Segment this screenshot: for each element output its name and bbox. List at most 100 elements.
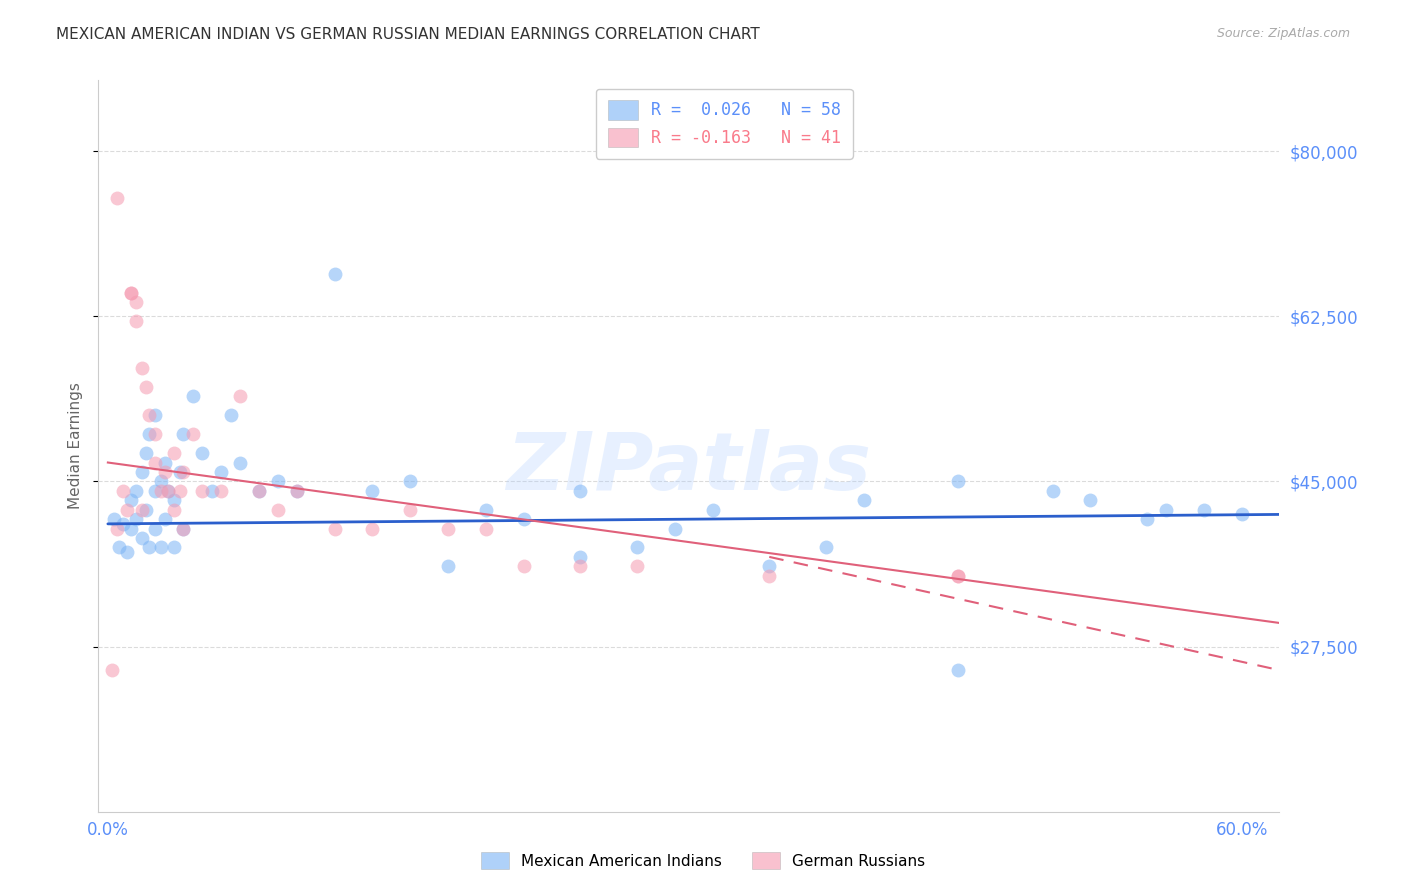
Y-axis label: Median Earnings: Median Earnings: [67, 383, 83, 509]
Point: [125, 314, 148, 328]
Point: [399, 502, 422, 516]
Point: [131, 465, 153, 479]
Point: [108, 541, 131, 555]
Point: [219, 409, 242, 423]
Point: [399, 475, 422, 489]
Point: [1230, 508, 1253, 522]
Point: [120, 493, 142, 508]
Point: [191, 446, 214, 460]
Text: ZIPatlas: ZIPatlas: [506, 429, 872, 507]
Point: [149, 483, 172, 498]
Point: [131, 531, 153, 545]
Point: [512, 512, 534, 526]
Point: [361, 522, 384, 536]
Point: [209, 465, 232, 479]
Point: [125, 483, 148, 498]
Point: [1080, 493, 1102, 508]
Point: [664, 522, 686, 536]
Point: [852, 493, 875, 508]
Point: [100, 663, 122, 677]
Point: [149, 541, 172, 555]
Point: [103, 512, 125, 526]
Point: [569, 559, 592, 574]
Point: [138, 427, 160, 442]
Point: [181, 427, 204, 442]
Point: [143, 522, 166, 536]
Point: [143, 427, 166, 442]
Point: [138, 541, 160, 555]
Point: [131, 502, 153, 516]
Point: [267, 475, 290, 489]
Point: [475, 502, 498, 516]
Point: [323, 267, 346, 281]
Point: [758, 568, 780, 582]
Point: [229, 456, 252, 470]
Point: [143, 456, 166, 470]
Point: [247, 483, 270, 498]
Point: [157, 483, 180, 498]
Point: [323, 522, 346, 536]
Point: [181, 389, 204, 403]
Point: [120, 522, 142, 536]
Point: [512, 559, 534, 574]
Point: [105, 191, 128, 205]
Point: [948, 568, 970, 582]
Point: [172, 465, 194, 479]
Point: [191, 483, 214, 498]
Point: [247, 483, 270, 498]
Point: [135, 502, 157, 516]
Point: [948, 475, 970, 489]
Point: [626, 541, 648, 555]
Point: [172, 522, 194, 536]
Point: [153, 512, 176, 526]
Point: [135, 446, 157, 460]
Point: [1136, 512, 1159, 526]
Text: MEXICAN AMERICAN INDIAN VS GERMAN RUSSIAN MEDIAN EARNINGS CORRELATION CHART: MEXICAN AMERICAN INDIAN VS GERMAN RUSSIA…: [56, 27, 761, 42]
Point: [285, 483, 308, 498]
Legend: Mexican American Indians, German Russians: Mexican American Indians, German Russian…: [475, 846, 931, 875]
Point: [163, 446, 186, 460]
Point: [138, 409, 160, 423]
Point: [153, 465, 176, 479]
Point: [163, 493, 186, 508]
Point: [163, 502, 186, 516]
Point: [135, 380, 157, 394]
Point: [105, 522, 128, 536]
Point: [172, 522, 194, 536]
Point: [120, 285, 142, 300]
Point: [626, 559, 648, 574]
Point: [209, 483, 232, 498]
Point: [172, 427, 194, 442]
Point: [169, 483, 191, 498]
Point: [475, 522, 498, 536]
Point: [1042, 483, 1064, 498]
Point: [758, 559, 780, 574]
Point: [1154, 502, 1177, 516]
Point: [169, 465, 191, 479]
Point: [157, 483, 180, 498]
Point: [111, 516, 134, 531]
Point: [361, 483, 384, 498]
Point: [115, 545, 138, 559]
Point: [131, 361, 153, 376]
Point: [267, 502, 290, 516]
Point: [948, 568, 970, 582]
Point: [1192, 502, 1215, 516]
Legend: R =  0.026   N = 58, R = -0.163   N = 41: R = 0.026 N = 58, R = -0.163 N = 41: [596, 88, 852, 159]
Point: [120, 285, 142, 300]
Point: [814, 541, 837, 555]
Point: [143, 409, 166, 423]
Point: [569, 549, 592, 564]
Point: [285, 483, 308, 498]
Point: [163, 541, 186, 555]
Point: [115, 502, 138, 516]
Text: Source: ZipAtlas.com: Source: ZipAtlas.com: [1216, 27, 1350, 40]
Point: [437, 522, 460, 536]
Point: [149, 475, 172, 489]
Point: [437, 559, 460, 574]
Point: [569, 483, 592, 498]
Point: [201, 483, 224, 498]
Point: [111, 483, 134, 498]
Point: [125, 295, 148, 310]
Point: [948, 663, 970, 677]
